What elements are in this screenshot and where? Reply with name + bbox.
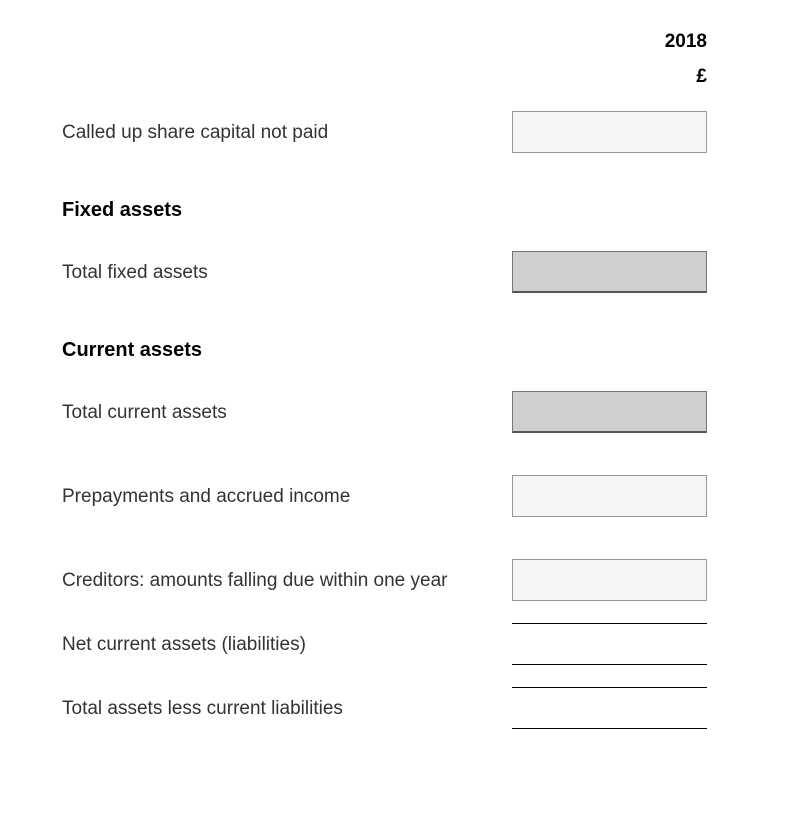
total-assets-less-liabilities-row: Total assets less current liabilities xyxy=(62,687,806,729)
header-currency-spacer xyxy=(62,63,512,92)
net-current-assets-value xyxy=(512,623,707,665)
called-up-share-capital-label: Called up share capital not paid xyxy=(62,111,512,148)
called-up-share-capital-input[interactable] xyxy=(512,111,707,153)
total-current-assets-label: Total current assets xyxy=(62,391,512,428)
current-assets-heading-row: Current assets xyxy=(62,335,806,365)
net-current-assets-row: Net current assets (liabilities) xyxy=(62,623,806,665)
header-spacer xyxy=(62,28,512,57)
total-current-assets-row: Total current assets xyxy=(62,391,806,433)
prepayments-label: Prepayments and accrued income xyxy=(62,475,512,512)
fixed-assets-heading: Fixed assets xyxy=(62,195,512,225)
total-fixed-assets-label: Total fixed assets xyxy=(62,251,512,288)
net-current-assets-label: Net current assets (liabilities) xyxy=(62,623,512,660)
total-assets-less-liabilities-value xyxy=(512,687,707,729)
total-fixed-assets-row: Total fixed assets xyxy=(62,251,806,293)
header-currency-symbol: £ xyxy=(512,63,707,92)
creditors-input[interactable] xyxy=(512,559,707,601)
creditors-label: Creditors: amounts falling due within on… xyxy=(62,559,512,596)
called-up-share-capital-row: Called up share capital not paid xyxy=(62,111,806,153)
header-currency-row: £ xyxy=(62,63,806,92)
prepayments-input[interactable] xyxy=(512,475,707,517)
total-fixed-assets-input xyxy=(512,251,707,293)
creditors-row: Creditors: amounts falling due within on… xyxy=(62,559,806,601)
total-current-assets-input xyxy=(512,391,707,433)
balance-sheet-form: 2018 £ Called up share capital not paid … xyxy=(0,0,806,729)
header-year: 2018 xyxy=(512,28,707,57)
header-year-row: 2018 xyxy=(62,28,806,57)
fixed-assets-heading-row: Fixed assets xyxy=(62,195,806,225)
total-assets-less-liabilities-label: Total assets less current liabilities xyxy=(62,687,512,724)
prepayments-row: Prepayments and accrued income xyxy=(62,475,806,517)
current-assets-heading: Current assets xyxy=(62,335,512,365)
